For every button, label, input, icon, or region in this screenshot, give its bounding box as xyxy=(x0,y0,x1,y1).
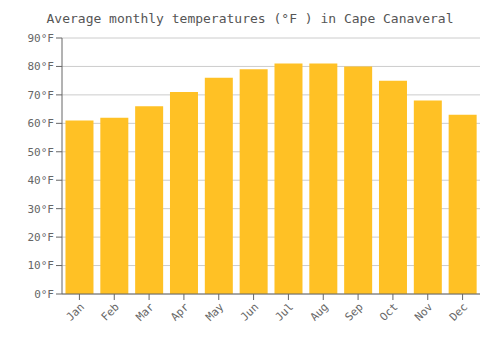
svg-text:May: May xyxy=(203,300,227,324)
svg-text:70°F: 70°F xyxy=(28,89,55,102)
svg-text:Feb: Feb xyxy=(99,300,122,323)
svg-text:10°F: 10°F xyxy=(28,259,55,272)
svg-text:Oct: Oct xyxy=(377,300,400,323)
svg-text:30°F: 30°F xyxy=(28,203,55,216)
svg-text:Mar: Mar xyxy=(133,300,157,324)
svg-text:Jan: Jan xyxy=(64,300,87,323)
html-text:Average monthly temperatures (: Average monthly temperatures (°F ) in Ca… xyxy=(46,11,454,26)
svg-text:Aug: Aug xyxy=(308,300,331,323)
svg-text:40°F: 40°F xyxy=(28,174,55,187)
svg-text:Dec: Dec xyxy=(447,300,470,323)
svg-text:0°F: 0°F xyxy=(34,288,54,301)
svg-text:Jun: Jun xyxy=(238,300,261,323)
svg-text:Sep: Sep xyxy=(342,300,365,323)
svg-text:Apr: Apr xyxy=(168,300,192,324)
svg-text:Nov: Nov xyxy=(412,300,436,324)
svg-text:20°F: 20°F xyxy=(28,231,55,244)
svg-text:50°F: 50°F xyxy=(28,146,55,159)
svg-text:60°F: 60°F xyxy=(28,117,55,130)
svg-text:90°F: 90°F xyxy=(28,32,55,45)
svg-text:Jul: Jul xyxy=(273,300,296,323)
svg-text:80°F: 80°F xyxy=(28,60,55,73)
